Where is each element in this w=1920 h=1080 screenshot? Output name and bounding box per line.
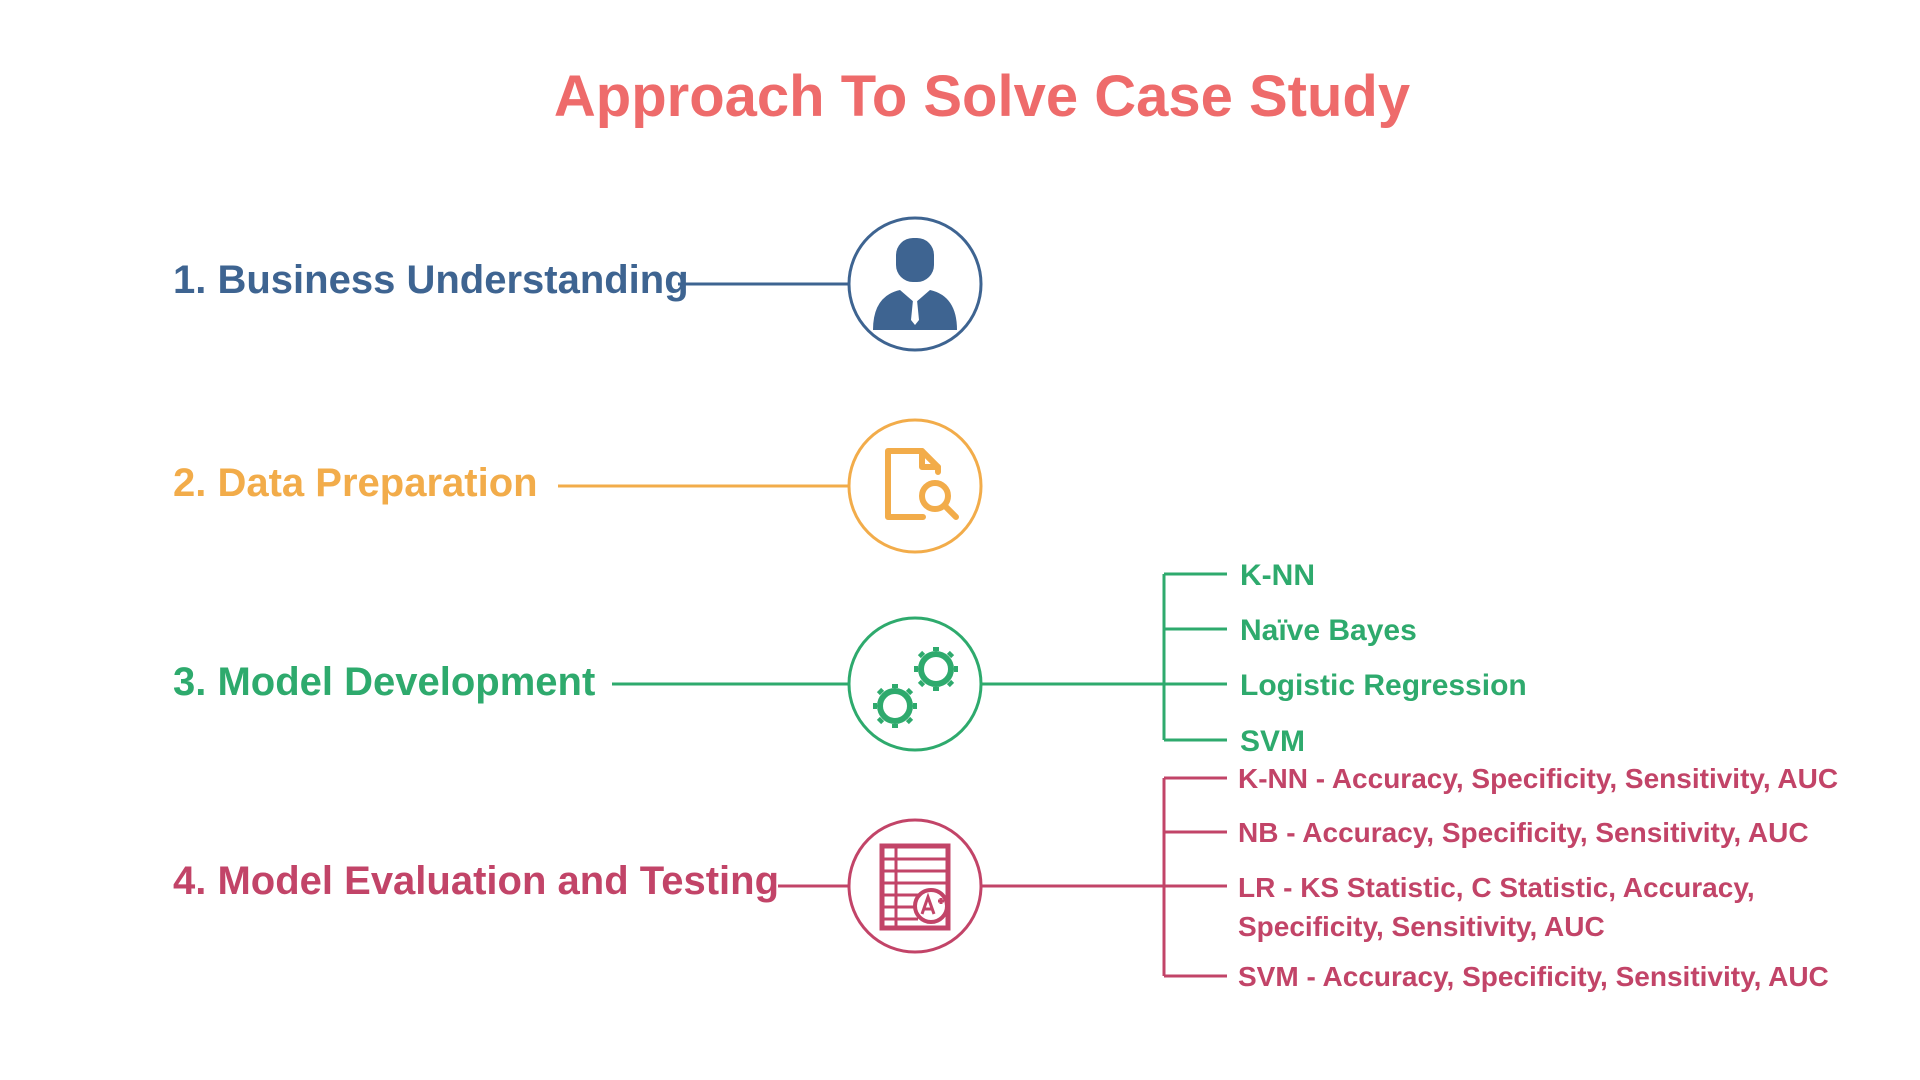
step-2-circle	[847, 418, 983, 554]
model-bracket	[1162, 572, 1227, 742]
step-1-label: 1. Business Understanding	[173, 258, 689, 302]
businessman-icon	[873, 238, 957, 330]
model-item: K-NN	[1240, 559, 1315, 592]
step-1-circle	[847, 216, 983, 352]
step-model-evaluation: 4. Model Evaluation and Testing	[173, 763, 1838, 992]
step-4-circle	[847, 818, 983, 954]
evaluation-item: SVM - Accuracy, Specificity, Sensitivity…	[1238, 961, 1829, 992]
page-title: Approach To Solve Case Study	[554, 64, 1410, 129]
model-item: Logistic Regression	[1240, 669, 1527, 702]
step-model-development: 3. Model Development	[173, 559, 1527, 758]
step-2-label: 2. Data Preparation	[173, 461, 538, 505]
gears-icon	[873, 647, 958, 728]
model-item: SVM	[1240, 725, 1305, 758]
step-4-label: 4. Model Evaluation and Testing	[173, 859, 779, 903]
evaluation-bracket	[1162, 776, 1227, 978]
small-gear-icon	[873, 684, 917, 728]
evaluation-item: K-NN - Accuracy, Specificity, Sensitivit…	[1238, 763, 1838, 794]
evaluation-item-continued: Specificity, Sensitivity, AUC	[1238, 911, 1605, 942]
document-search-icon	[885, 448, 959, 520]
step-3-circle	[847, 616, 983, 752]
large-gear-icon	[914, 647, 958, 691]
graded-report-icon	[879, 843, 951, 931]
model-item: Naïve Bayes	[1240, 614, 1417, 647]
evaluation-item: NB - Accuracy, Specificity, Sensitivity,…	[1238, 817, 1809, 848]
step-business-understanding: 1. Business Understanding	[173, 216, 983, 352]
step-3-label: 3. Model Development	[173, 660, 595, 704]
step-data-preparation: 2. Data Preparation	[173, 418, 983, 554]
evaluation-item: LR - KS Statistic, C Statistic, Accuracy…	[1238, 872, 1755, 903]
